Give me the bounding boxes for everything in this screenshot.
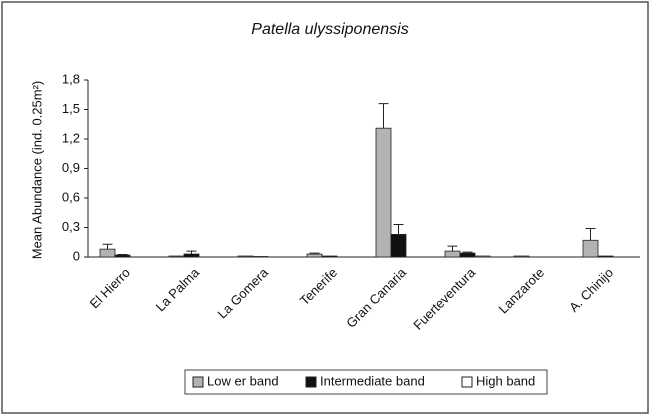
error-bar xyxy=(186,250,197,255)
legend-label: High band xyxy=(476,373,535,388)
bar xyxy=(513,255,530,258)
y-tick-label: 1,2 xyxy=(62,130,80,145)
bar xyxy=(168,255,185,258)
y-tick-label: 0 xyxy=(73,248,80,263)
bar xyxy=(582,239,599,258)
legend-box xyxy=(184,369,548,395)
error-bar xyxy=(378,103,389,129)
error-bar xyxy=(447,245,458,252)
error-bar xyxy=(102,243,113,250)
chart-title: Patella ulyssiponensis xyxy=(251,21,408,38)
bar xyxy=(375,127,392,258)
y-tick-label: 0,3 xyxy=(62,219,80,234)
legend-swatch xyxy=(305,376,317,388)
y-tick-label: 1,8 xyxy=(62,71,80,86)
bar xyxy=(183,253,200,258)
y-tick-label: 0,6 xyxy=(62,189,80,204)
error-bar xyxy=(309,252,320,255)
legend-swatch xyxy=(461,376,473,388)
error-bar xyxy=(462,251,473,254)
bar xyxy=(321,255,338,258)
bar xyxy=(474,255,491,258)
y-tick-label: 0,9 xyxy=(62,160,80,175)
bar xyxy=(114,254,131,258)
legend-swatch xyxy=(192,376,204,388)
bar xyxy=(99,248,116,258)
bar xyxy=(237,255,254,258)
error-bar xyxy=(585,227,596,241)
bar xyxy=(459,252,476,258)
y-tick-label: 1,5 xyxy=(62,101,80,116)
legend-label: Intermediate band xyxy=(320,373,425,388)
y-axis-label: Mean Abundance (ind. 0.25m²) xyxy=(29,81,44,260)
bar xyxy=(444,250,461,258)
legend-label: Low er band xyxy=(207,373,279,388)
bar xyxy=(306,253,323,258)
error-bar xyxy=(393,224,404,235)
bar xyxy=(597,255,614,258)
bar xyxy=(390,233,407,258)
